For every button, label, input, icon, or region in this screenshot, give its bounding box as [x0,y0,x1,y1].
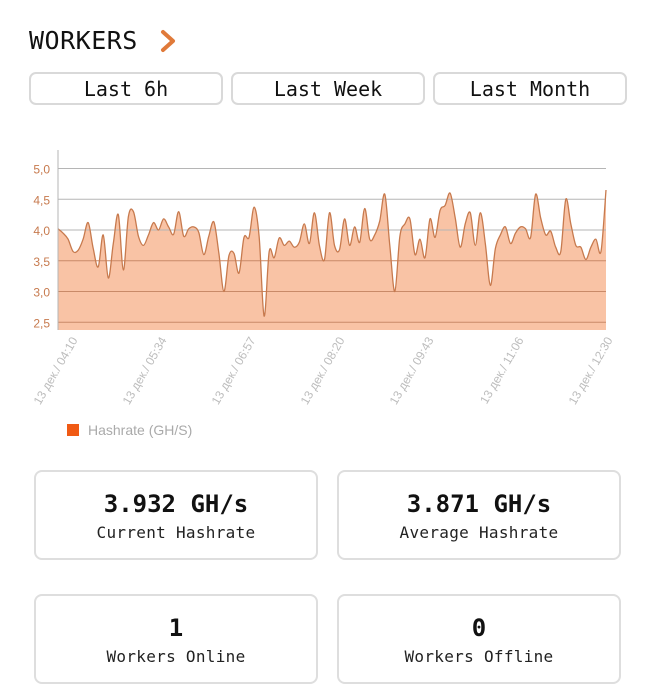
average-hashrate-value: 3.871 GH/s [406,489,552,518]
y-tick-label: 4,5 [33,193,50,207]
y-tick-label: 4,0 [33,224,50,238]
chevron-right-icon[interactable] [158,28,180,54]
y-tick-label: 3,5 [33,255,50,269]
range-last-week-button[interactable]: Last Week [231,72,425,105]
range-last-6h-button[interactable]: Last 6h [29,72,223,105]
hashrate-area [58,190,606,330]
x-tick-label: 13 дек./ 12:30 [566,334,616,407]
range-last-month-button[interactable]: Last Month [433,72,627,105]
x-tick-label: 13 дек./ 09:43 [387,334,437,407]
workers-offline-value: 0 [471,613,487,642]
current-hashrate-label: Current Hashrate [96,522,256,542]
current-hashrate-value: 3.932 GH/s [103,489,249,518]
x-tick-label: 13 дек./ 05:34 [120,334,170,407]
x-tick-label: 13 дек./ 06:57 [209,334,259,407]
workers-offline-card: 0 Workers Offline [337,594,621,684]
workers-online-card: 1 Workers Online [34,594,318,684]
hashrate-line [57,189,607,317]
y-tick-label: 3,0 [33,286,50,300]
legend-label[interactable]: Hashrate (GH/S) [88,422,192,438]
y-tick-label: 2,5 [33,316,50,330]
workers-offline-label: Workers Offline [404,646,554,666]
workers-online-label: Workers Online [106,646,246,666]
average-hashrate-label: Average Hashrate [399,522,559,542]
page-title: WORKERS [29,26,138,55]
hashrate-chart: 2,5 3,0 3,5 4,0 4,5 5,0 13 дек./ 04:10 13 дек./… [31,150,616,438]
x-tick-label: 13 дек./ 04:10 [31,334,81,407]
current-hashrate-card: 3.932 GH/s Current Hashrate [34,470,318,560]
workers-online-value: 1 [168,613,184,642]
x-tick-label: 13 дек./ 11:06 [477,334,527,406]
page-header: WORKERS [29,26,180,55]
time-range-selector: Last 6h Last Week Last Month [29,72,627,105]
y-tick-label: 5,0 [33,163,50,177]
average-hashrate-card: 3.871 GH/s Average Hashrate [337,470,621,560]
legend-swatch [67,424,79,436]
x-tick-label: 13 дек./ 08:20 [298,334,348,407]
